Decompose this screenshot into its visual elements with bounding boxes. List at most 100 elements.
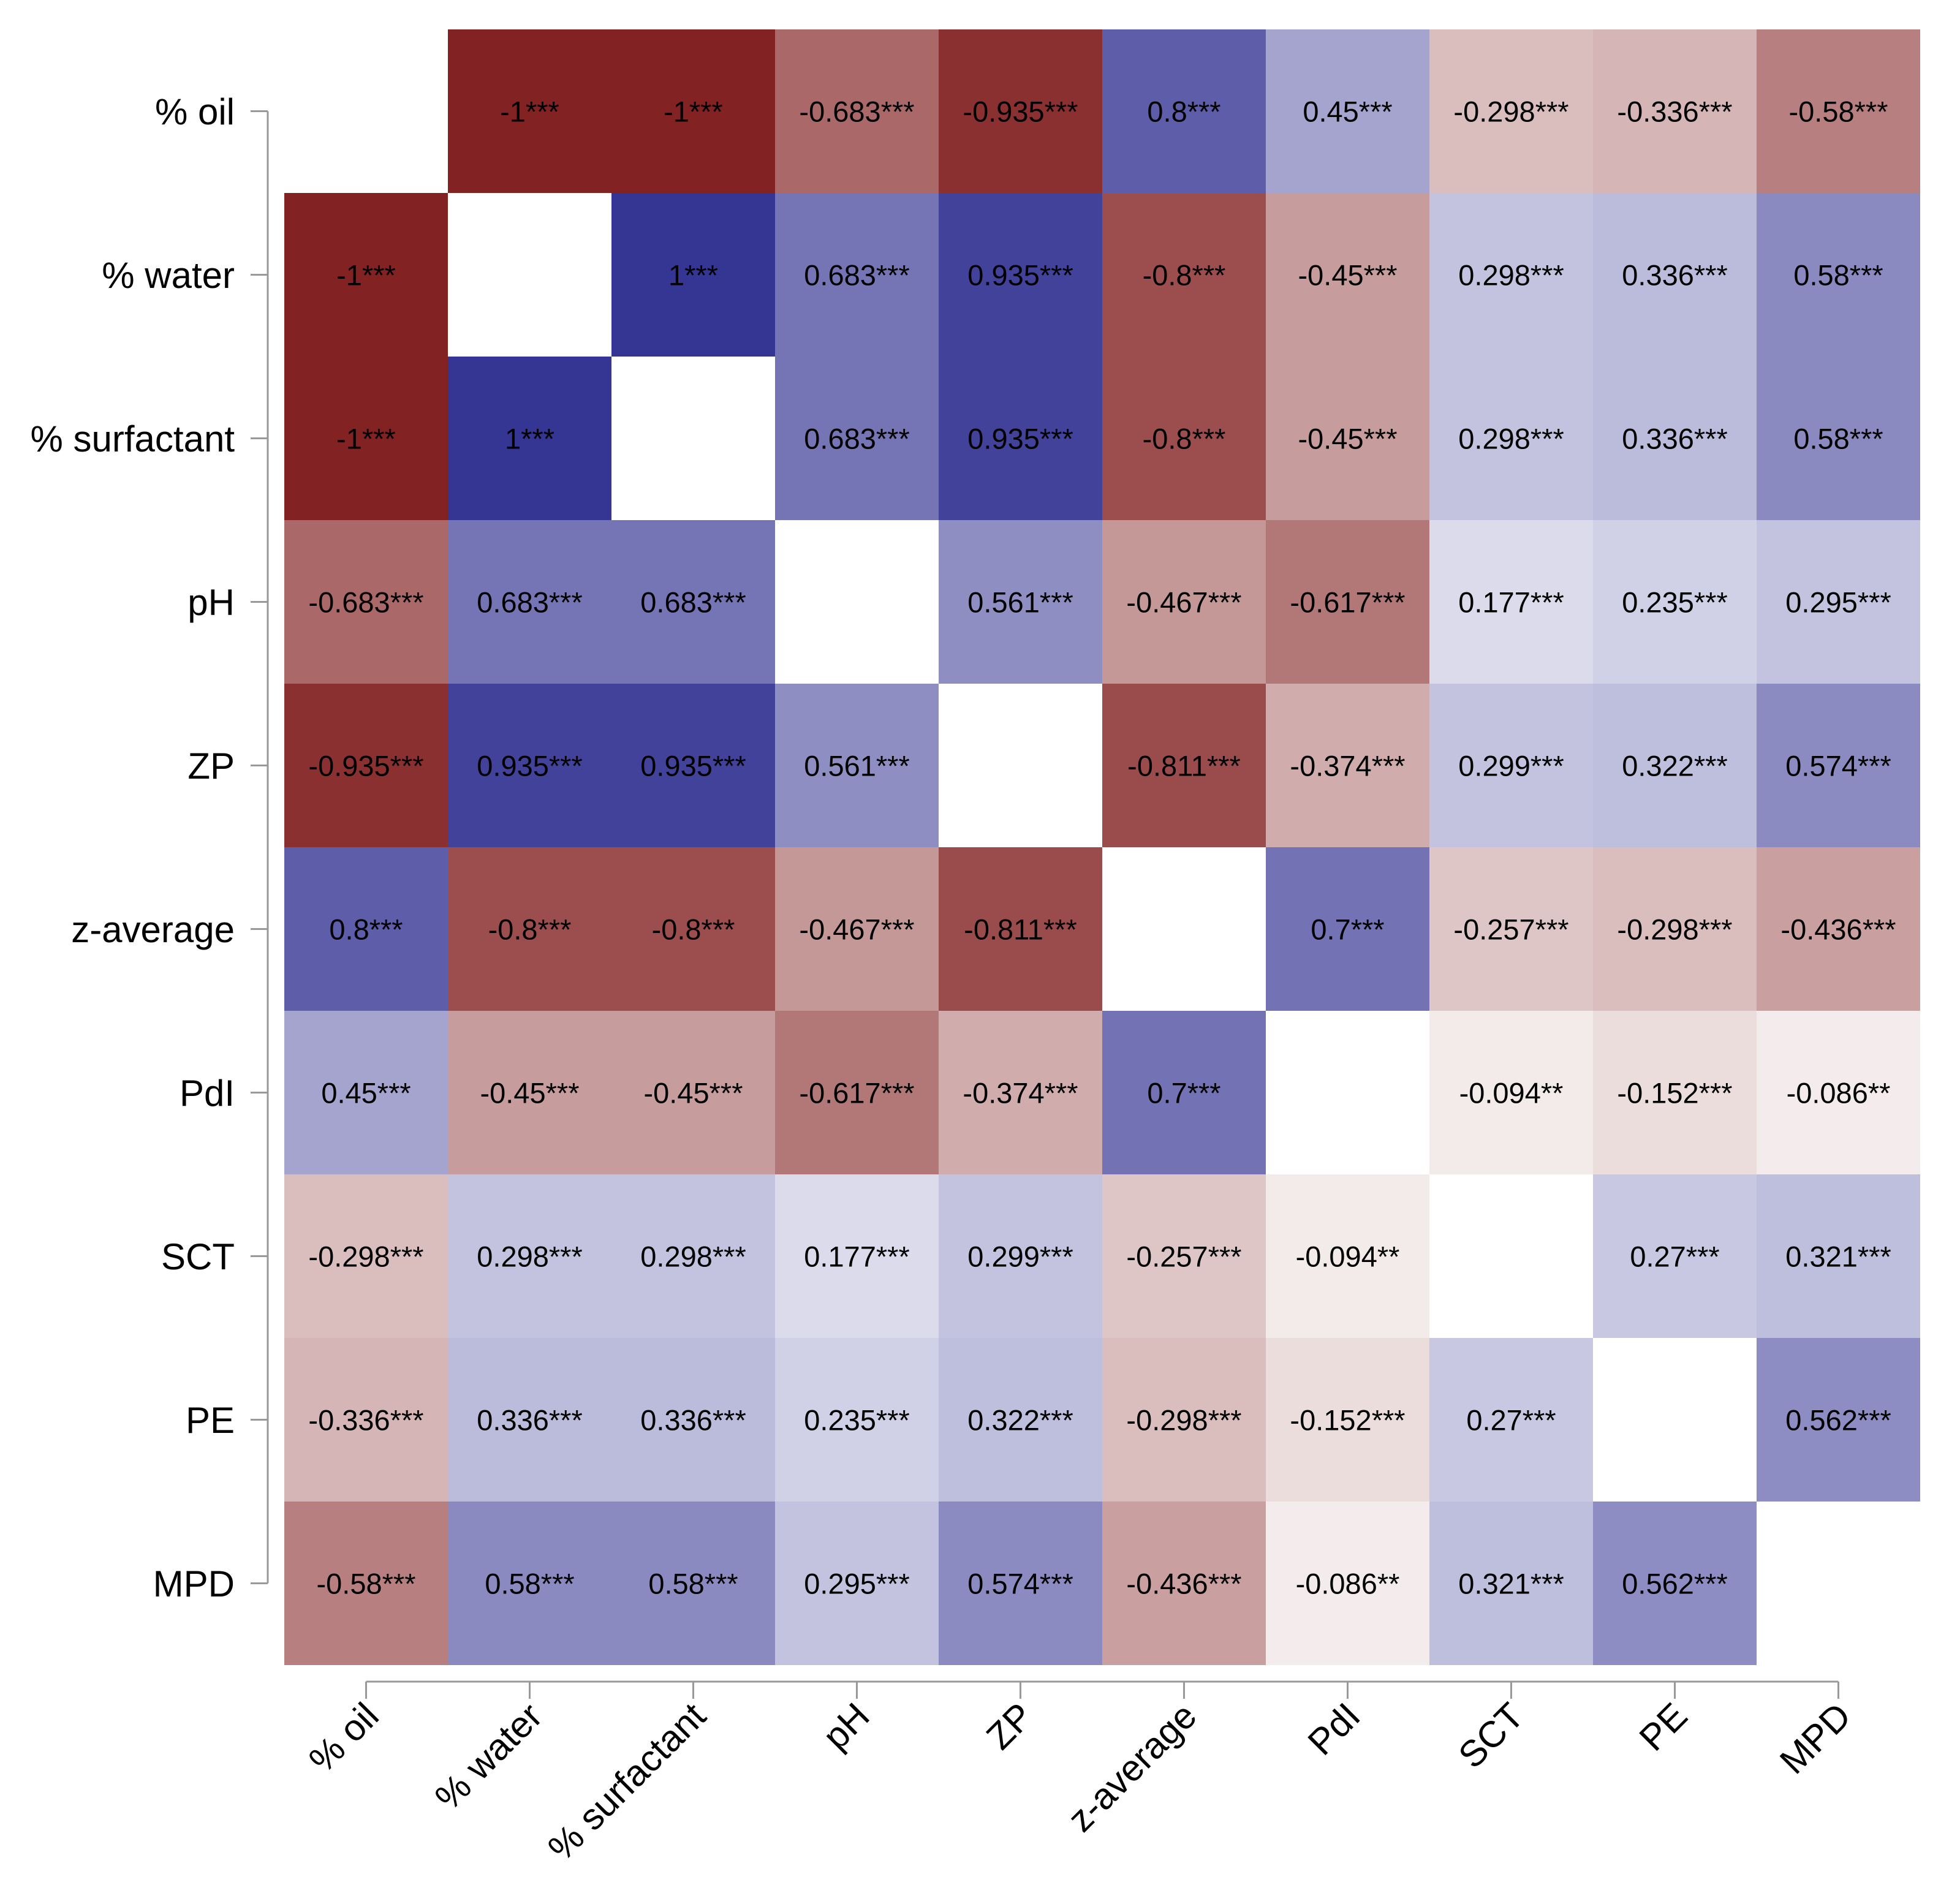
heatmap-cell-mpd-pdi [1266, 1502, 1429, 1665]
cell-value-label: 0.336*** [477, 1403, 583, 1436]
heatmap-cell-pct-oil-z-average [1102, 29, 1266, 193]
cell-value-label: 0.45*** [321, 1076, 411, 1109]
cell-value-label: 0.58*** [485, 1567, 574, 1600]
cell-value-label: -0.436*** [1780, 913, 1896, 945]
cell-value-label: 0.299*** [1458, 749, 1564, 782]
cell-value-label: 0.298*** [1458, 422, 1564, 455]
cell-value-label: -0.336*** [308, 1403, 423, 1436]
cell-value-label: 0.935*** [967, 422, 1073, 455]
heatmap-cell-pe-pdi [1266, 1338, 1429, 1502]
heatmap-cell-z-average-pct-water [448, 847, 611, 1011]
heatmap-cell-z-average-mpd [1757, 847, 1920, 1011]
cell-value-label: -0.298*** [1453, 95, 1568, 127]
cell-value-label: 0.683*** [640, 586, 746, 618]
y-tick-label-pct-surfactant: % surfactant [31, 418, 235, 459]
cell-value-label: 0.298*** [640, 1240, 746, 1272]
cell-value-label: 0.574*** [1785, 749, 1891, 782]
cell-value-label: -0.935*** [308, 749, 423, 782]
heatmap-cell-ph-sct [1429, 520, 1593, 684]
heatmap-cell-pct-water-pe [1593, 193, 1757, 357]
cell-value-label: -1*** [500, 95, 559, 127]
heatmap-cell-pct-surfactant-sct [1429, 357, 1593, 520]
heatmap-cell-sct-pe [1593, 1174, 1757, 1338]
heatmap-cell-pct-surfactant-zp [939, 357, 1102, 520]
cell-value-label: -0.152*** [1617, 1076, 1732, 1109]
cell-value-label: 0.336*** [640, 1403, 746, 1436]
heatmap-cell-pdi-pct-surfactant [611, 1011, 775, 1174]
heatmap-cell-pct-surfactant-pe [1593, 357, 1757, 520]
cell-value-label: -0.683*** [308, 586, 423, 618]
heatmap-cell-zp-sct [1429, 684, 1593, 847]
cell-value-label: 0.45*** [1303, 95, 1392, 127]
y-tick-label-pct-oil: % oil [155, 91, 235, 132]
cell-value-label: 1*** [505, 422, 554, 455]
heatmap-cell-pct-water-sct [1429, 193, 1593, 357]
cell-value-label: -0.45*** [644, 1076, 743, 1109]
cell-value-label: -0.257*** [1126, 1240, 1241, 1272]
x-tick-label-pe: PE [1632, 1695, 1695, 1759]
cell-value-label: 0.298*** [1458, 259, 1564, 291]
cell-value-label: -0.617*** [799, 1076, 914, 1109]
heatmap-cell-pct-oil-pdi [1266, 29, 1429, 193]
heatmap-cell-z-average-pct-surfactant [611, 847, 775, 1011]
heatmap-cell-pdi-pct-oil [284, 1011, 448, 1174]
heatmap-cell-pct-water-pct-oil [284, 193, 448, 357]
cell-value-label: 0.321*** [1785, 1240, 1891, 1272]
heatmap-cell-zp-pct-oil [284, 684, 448, 847]
cell-value-label: -0.8*** [1143, 422, 1226, 455]
heatmap-cell-pct-surfactant-mpd [1757, 357, 1920, 520]
cell-value-label: 0.295*** [1785, 586, 1891, 618]
heatmap-cell-pe-pct-oil [284, 1338, 448, 1502]
cell-value-label: 0.561*** [804, 749, 910, 782]
heatmap-cell-pct-water-mpd [1757, 193, 1920, 357]
cell-value-label: 0.322*** [967, 1403, 1073, 1436]
heatmap-cell-sct-pct-surfactant [611, 1174, 775, 1338]
heatmap-cell-mpd-pct-surfactant [611, 1502, 775, 1665]
heatmap-cell-pct-water-z-average [1102, 193, 1266, 357]
cell-value-label: -1*** [336, 422, 396, 455]
cell-value-label: 0.58*** [1793, 259, 1883, 291]
heatmap-cell-ph-mpd [1757, 520, 1920, 684]
cell-value-label: 0.321*** [1458, 1567, 1564, 1600]
heatmap-cell-sct-z-average [1102, 1174, 1266, 1338]
heatmap-cell-sct-mpd [1757, 1174, 1920, 1338]
cell-value-label: 1*** [668, 259, 718, 291]
cell-value-label: 0.177*** [804, 1240, 910, 1272]
x-tick-label-pct-water: % water [427, 1695, 550, 1818]
heatmap-cell-pct-oil-pe [1593, 29, 1757, 193]
heatmap-cell-mpd-ph [775, 1502, 939, 1665]
heatmap-cell-mpd-pct-oil [284, 1502, 448, 1665]
cell-value-label: -0.298*** [1617, 913, 1732, 945]
cell-value-label: -0.094** [1296, 1240, 1400, 1272]
cell-value-label: 0.935*** [967, 259, 1073, 291]
y-tick-label-pct-water: % water [102, 255, 235, 296]
heatmap-cell-pct-water-zp [939, 193, 1102, 357]
heatmap-cell-ph-z-average [1102, 520, 1266, 684]
heatmap-cell-pe-z-average [1102, 1338, 1266, 1502]
heatmap-cell-pe-zp [939, 1338, 1102, 1502]
heatmap-cell-z-average-pdi [1266, 847, 1429, 1011]
heatmap-cell-ph-pe [1593, 520, 1757, 684]
heatmap-cell-pct-oil-pct-water [448, 29, 611, 193]
heatmap-cell-sct-pct-oil [284, 1174, 448, 1338]
heatmap-cell-pe-mpd [1757, 1338, 1920, 1502]
heatmap-cell-pdi-sct [1429, 1011, 1593, 1174]
heatmap-cell-pdi-z-average [1102, 1011, 1266, 1174]
y-tick-label-pe: PE [186, 1400, 235, 1441]
heatmap-cell-mpd-pct-water [448, 1502, 611, 1665]
heatmap-cell-pe-pct-surfactant [611, 1338, 775, 1502]
heatmap-cell-sct-pdi [1266, 1174, 1429, 1338]
heatmap-cell-z-average-pct-oil [284, 847, 448, 1011]
cell-value-label: 0.27*** [1630, 1240, 1719, 1272]
x-tick-label-sct: SCT [1450, 1695, 1531, 1776]
cell-value-label: 0.683*** [804, 422, 910, 455]
cell-value-label: -0.152*** [1290, 1403, 1405, 1436]
heatmap-cell-ph-zp [939, 520, 1102, 684]
cell-labels-layer: -1*** -1*** -0.683*** -0.935*** 0.8*** 0.45**… [308, 95, 1896, 1600]
cell-value-label: -0.811*** [964, 913, 1077, 945]
cells-layer [284, 29, 1920, 1665]
cell-value-label: 0.935*** [640, 749, 746, 782]
heatmap-cell-zp-pct-water [448, 684, 611, 847]
cell-value-label: -0.935*** [963, 95, 1078, 127]
